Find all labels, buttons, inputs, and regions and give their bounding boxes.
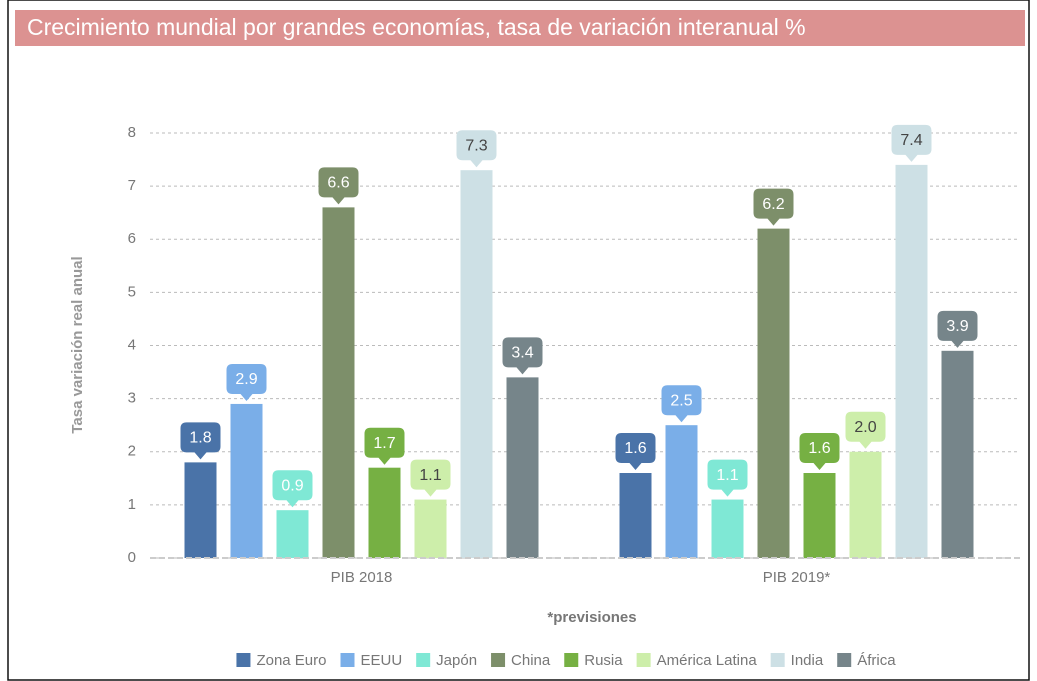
bar (895, 164, 928, 558)
bar (322, 207, 355, 558)
y-tick-label: 8 (128, 124, 136, 141)
legend-swatch (416, 653, 431, 667)
value-label: 7.4 (900, 132, 922, 149)
value-label-box (226, 363, 267, 401)
legend-swatch (837, 653, 852, 667)
bar (460, 170, 493, 558)
legend-label: Japón (436, 652, 477, 669)
value-label-box (891, 124, 932, 162)
value-label: 7.3 (465, 137, 487, 154)
value-label-box (845, 411, 886, 449)
legend-swatch (636, 653, 651, 667)
value-label-box (661, 385, 702, 423)
y-tick-label: 4 (128, 336, 136, 353)
value-label: 6.6 (327, 175, 349, 192)
bar (414, 499, 447, 558)
value-label: 2.0 (854, 419, 876, 436)
value-label: 1.1 (716, 467, 738, 484)
x-axis-title: *previsiones (547, 609, 636, 626)
value-label: 1.6 (624, 440, 646, 457)
value-label: 6.2 (762, 196, 784, 213)
legend-label: África (857, 652, 896, 669)
value-label-box (364, 427, 405, 465)
value-label: 1.6 (808, 440, 830, 457)
y-tick-label: 6 (128, 230, 136, 247)
legend-label: EEUU (360, 652, 402, 669)
value-label-box (456, 130, 497, 168)
legend-swatch (770, 653, 785, 667)
value-label: 3.4 (511, 345, 533, 362)
value-label: 1.7 (373, 435, 395, 452)
value-label: 2.9 (235, 371, 257, 388)
legend-swatch (340, 653, 355, 667)
legend-swatch (236, 653, 251, 667)
value-label-box (615, 433, 656, 470)
value-label: 2.5 (670, 392, 692, 409)
legend-label: China (511, 652, 551, 669)
value-label: 3.9 (946, 318, 968, 335)
legend-label: Rusia (584, 652, 623, 669)
value-label-box (272, 470, 313, 508)
bar (711, 499, 744, 558)
y-tick-label: 3 (128, 390, 136, 407)
legend-label: India (791, 652, 824, 669)
y-tick-label: 1 (128, 496, 136, 513)
value-label-box (502, 337, 543, 375)
legend-label: Zona Euro (256, 652, 326, 669)
bar (506, 377, 539, 558)
bar (941, 350, 974, 558)
value-label: 0.9 (281, 477, 303, 494)
value-label-box (410, 459, 451, 497)
bar (368, 467, 401, 558)
value-label-box (937, 310, 978, 348)
value-label: 1.1 (419, 467, 441, 484)
bar (803, 473, 836, 558)
bar (230, 403, 263, 558)
bar (276, 510, 309, 558)
title-bar (15, 10, 1025, 46)
bar (757, 228, 790, 558)
bar (849, 451, 882, 558)
bar (619, 473, 652, 558)
x-tick-label: PIB 2018 (331, 569, 393, 586)
value-label-box (799, 433, 840, 470)
bar (184, 462, 217, 558)
y-axis-title: Tasa variación real anual (69, 256, 86, 433)
value-label-box (180, 422, 221, 460)
value-label-box (707, 459, 748, 497)
y-tick-label: 5 (128, 283, 136, 300)
y-tick-label: 0 (128, 549, 136, 566)
y-tick-label: 2 (128, 443, 136, 460)
value-label: 1.8 (189, 430, 211, 447)
chart-title: Crecimiento mundial por grandes economía… (27, 14, 806, 40)
legend-label: América Latina (657, 652, 758, 669)
y-tick-label: 7 (128, 177, 136, 194)
legend-swatch (564, 653, 579, 667)
bar (665, 425, 698, 558)
x-tick-label: PIB 2019* (763, 569, 831, 586)
value-label-box (318, 167, 359, 205)
value-label-box (753, 188, 794, 226)
legend-swatch (491, 653, 506, 667)
